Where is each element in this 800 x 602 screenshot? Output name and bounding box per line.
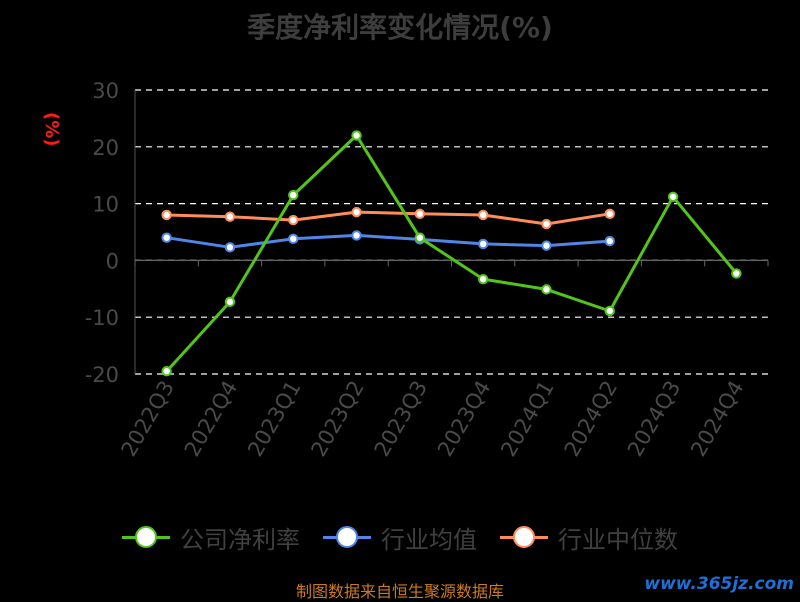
series-line <box>165 133 738 373</box>
data-point <box>477 238 489 250</box>
x-tick-label: 2023Q2 <box>306 377 368 461</box>
legend-item-industry-median[interactable]: 行业中位数 <box>500 517 678 557</box>
data-point <box>161 232 172 243</box>
data-point <box>288 189 299 201</box>
x-tick-label: 2023Q3 <box>370 377 432 461</box>
y-tick-label: -20 <box>85 363 119 387</box>
y-tick-label: 10 <box>92 193 119 217</box>
y-tick-label: -10 <box>85 306 119 330</box>
data-point <box>288 214 299 226</box>
series-line <box>166 210 611 226</box>
site-watermark: www.365jz.com <box>644 574 794 594</box>
data-point <box>604 208 615 220</box>
legend-dot-industry-median <box>513 526 535 548</box>
data-point <box>288 233 299 245</box>
data-point <box>541 218 552 230</box>
data-point <box>224 211 236 222</box>
data-point <box>224 296 236 308</box>
data-point <box>477 209 489 221</box>
legend-swatch-company <box>122 525 170 549</box>
data-point <box>667 191 679 202</box>
x-tick-label: 2022Q4 <box>180 377 242 461</box>
x-tick-label: 2024Q2 <box>560 377 622 461</box>
data-point <box>414 208 426 220</box>
x-tick-label: 2022Q3 <box>117 377 179 461</box>
data-point <box>351 130 362 141</box>
data-point <box>541 284 552 295</box>
legend-item-company[interactable]: 公司净利率 <box>122 517 300 557</box>
data-point <box>477 273 489 285</box>
legend-swatch-industry-median <box>500 525 548 549</box>
legend-item-industry-mean[interactable]: 行业均值 <box>323 517 477 557</box>
x-tick-label: 2024Q4 <box>686 377 748 461</box>
legend-dot-industry-mean <box>336 526 358 548</box>
x-tick-label: 2023Q1 <box>243 377 305 461</box>
legend-label-industry-median: 行业中位数 <box>558 525 678 554</box>
data-point <box>731 268 742 279</box>
y-tick-label: 0 <box>106 249 119 273</box>
legend-label-industry-mean: 行业均值 <box>381 525 477 554</box>
data-point <box>351 230 362 241</box>
x-tick-label: 2024Q1 <box>496 377 558 461</box>
chart-legend: 公司净利率 行业均值 行业中位数 <box>0 517 800 557</box>
data-source-note: 制图数据来自恒生聚源数据库 <box>295 582 504 601</box>
x-tick-label: 2024Q3 <box>623 377 685 461</box>
y-tick-label: 20 <box>92 136 119 160</box>
data-point <box>224 242 236 253</box>
chart-title: 季度净利率变化情况(%) <box>247 11 553 44</box>
legend-dot-company <box>135 526 157 548</box>
legend-label-company: 公司净利率 <box>180 525 300 554</box>
data-point <box>604 305 615 317</box>
series-line <box>166 233 610 249</box>
data-point <box>604 235 615 247</box>
data-point <box>161 209 172 221</box>
legend-swatch-industry-mean <box>323 525 371 549</box>
data-point <box>351 206 362 218</box>
data-point <box>414 232 426 243</box>
y-tick-label: 30 <box>92 79 119 103</box>
x-tick-label: 2023Q4 <box>433 377 495 461</box>
data-point <box>541 240 552 251</box>
data-point <box>161 365 172 377</box>
